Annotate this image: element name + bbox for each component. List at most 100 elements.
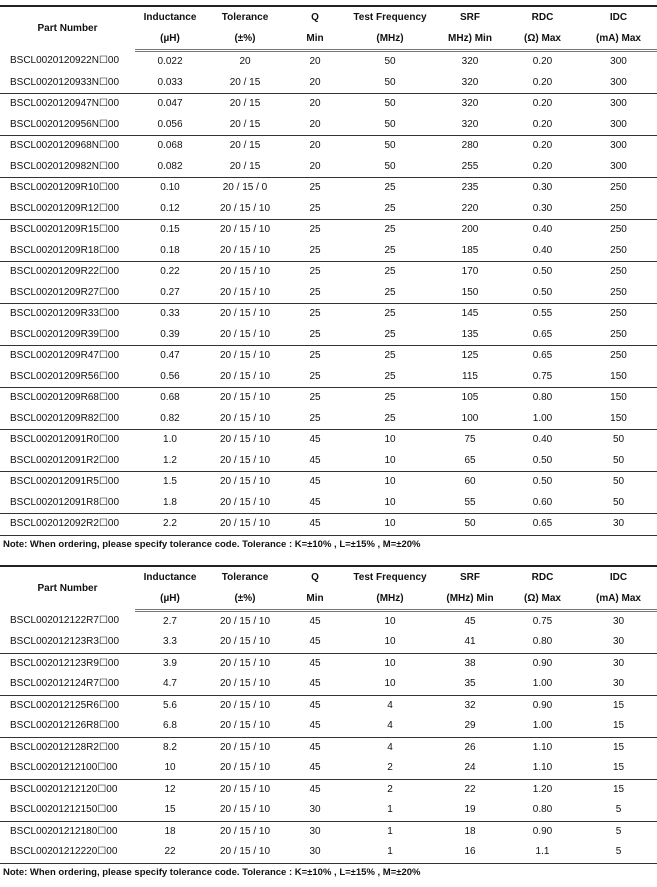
cell-part-number: BSCL00201209R68☐00 (0, 387, 135, 409)
table-row: BSCL002012091R2☐00 1.2 20 / 15 / 10 45 10 65 0… (0, 451, 657, 472)
cell-inductance: 0.10 (135, 177, 205, 199)
table-row: BSCL00201212120☐00 12 20 / 15 / 10 45 2 22 1.2… (0, 778, 657, 800)
table-row: BSCL00201209R27☐00 0.27 20 / 15 / 10 25 25 15… (0, 283, 657, 304)
cell-rdc: 0.90 (505, 694, 580, 716)
header-test-frequency-unit: (MHz) (345, 587, 435, 612)
table-row: BSCL00201209R22☐00 0.22 20 / 15 / 10 25 25 17… (0, 261, 657, 283)
cell-q-min: 45 (285, 778, 345, 800)
cell-inductance: 1.0 (135, 429, 205, 451)
cell-q-min: 45 (309, 636, 321, 647)
cell-idc: 50 (580, 429, 657, 451)
cell-inductance: 0.068 (135, 135, 205, 157)
cell-q-min: 25 (309, 202, 321, 214)
table-row: BSCL00201209R56☐00 0.56 20 / 15 / 10 25 25 11… (0, 367, 657, 388)
cell-idc: 150 (610, 370, 627, 382)
cell-idc: 30 (612, 615, 625, 627)
table-row: BSCL002012091R0☐00 1.0 20 / 15 / 10 45 10 75 0… (0, 429, 657, 451)
cell-tolerance: 20 / 15 (229, 118, 261, 130)
cell-part-number: BSCL0020120922N☐00 (10, 55, 120, 67)
cell-inductance: 0.82 (160, 412, 180, 424)
cell-test-frequency: 25 (345, 303, 435, 325)
cell-tolerance: 20 / 15 (205, 93, 285, 115)
cell-part-number: BSCL00201212100☐00 (10, 762, 118, 773)
cell-q-min: 30 (285, 842, 345, 864)
cell-srf: 18 (435, 820, 505, 842)
cell-inductance: 0.22 (135, 261, 205, 283)
table-row: BSCL002012128R2☐00 8.2 20 / 15 / 10 45 4 26 1.… (0, 736, 657, 758)
cell-tolerance: 20 / 15 / 10 (219, 636, 271, 647)
table-row: BSCL0020120922N☐00 0.022 20 20 50 320 0.20 300 (0, 51, 657, 73)
cell-inductance: 1.5 (135, 471, 205, 493)
table-row: BSCL002012092R2☐00 2.2 20 / 15 / 10 45 10 50 0… (0, 513, 657, 536)
table-row: BSCL0020120933N☐00 0.033 20 / 15 20 50 320 0.2… (0, 73, 657, 94)
header-inductance: Inductance (135, 564, 205, 588)
header-inductance-unit: (µH) (135, 587, 205, 612)
cell-tolerance: 20 / 15 / 0 (205, 177, 285, 199)
cell-test-frequency: 1 (345, 820, 435, 842)
cell-inductance: 0.27 (160, 286, 180, 298)
cell-idc: 250 (610, 286, 627, 298)
cell-rdc: 0.80 (505, 387, 580, 409)
cell-inductance: 0.18 (160, 244, 180, 256)
cell-tolerance: 20 / 15 / 10 (205, 736, 285, 758)
cell-rdc: 0.40 (532, 244, 553, 256)
cell-rdc: 0.30 (505, 177, 580, 199)
cell-tolerance: 20 / 15 / 10 (205, 471, 285, 493)
table-row: BSCL00201209R10☐00 0.10 20 / 15 / 0 25 25 235… (0, 177, 657, 199)
header-test-frequency-unit: (MHz) (345, 28, 435, 52)
cell-q-min: 25 (309, 328, 321, 340)
cell-srf: 200 (435, 219, 505, 241)
cell-part-number: BSCL00201212220☐00 (0, 842, 135, 864)
cell-test-frequency: 50 (345, 135, 435, 157)
cell-rdc: 1.00 (532, 412, 553, 424)
header-srf: SRF (435, 5, 505, 28)
cell-part-number: BSCL00201212120☐00 (0, 778, 135, 800)
header-q: Q (285, 5, 345, 28)
cell-part-number: BSCL002012091R5☐00 (0, 471, 135, 493)
cell-inductance: 5.6 (135, 694, 205, 716)
cell-rdc: 0.30 (532, 202, 553, 214)
cell-inductance: 4.7 (163, 678, 177, 689)
cell-rdc: 0.75 (532, 615, 553, 627)
cell-srf: 29 (464, 720, 476, 731)
cell-q-min: 45 (309, 762, 321, 773)
cell-test-frequency: 25 (345, 261, 435, 283)
cell-idc: 300 (580, 135, 657, 157)
cell-q-min: 25 (309, 412, 321, 424)
cell-tolerance: 20 / 15 / 10 (219, 244, 271, 256)
header-tolerance: Tolerance (205, 5, 285, 28)
cell-idc: 50 (612, 454, 625, 466)
cell-rdc: 1.10 (505, 736, 580, 758)
cell-rdc: 0.50 (532, 454, 553, 466)
cell-srf: 320 (435, 93, 505, 115)
cell-q-min: 45 (285, 471, 345, 493)
cell-idc: 5 (580, 820, 657, 842)
table-row: BSCL00201209R12☐00 0.12 20 / 15 / 10 25 25 22… (0, 199, 657, 220)
cell-part-number: BSCL002012124R7☐00 (10, 678, 120, 689)
cell-srf: 220 (461, 202, 479, 214)
header-rdc-unit: (Ω) Max (505, 587, 580, 612)
cell-part-number: BSCL00201209R39☐00 (10, 328, 120, 340)
cell-part-number: BSCL0020120968N☐00 (0, 135, 135, 157)
cell-tolerance: 20 / 15 / 10 (219, 678, 271, 689)
cell-inductance: 0.68 (135, 387, 205, 409)
cell-part-number: BSCL00201212150☐00 (10, 804, 118, 815)
ordering-note: Note: When ordering, please specify tole… (3, 866, 421, 878)
cell-srf: 45 (464, 615, 476, 627)
cell-inductance: 0.056 (157, 118, 183, 130)
cell-inductance: 15 (164, 804, 176, 815)
cell-rdc: 0.40 (505, 429, 580, 451)
cell-idc: 250 (580, 177, 657, 199)
cell-rdc: 0.20 (532, 56, 553, 67)
cell-srf: 105 (435, 387, 505, 409)
cell-idc: 300 (610, 76, 627, 88)
cell-srf: 55 (464, 496, 476, 508)
cell-rdc: 1.00 (532, 678, 553, 689)
cell-inductance: 8.2 (135, 736, 205, 758)
cell-rdc: 0.65 (505, 513, 580, 536)
cell-idc: 5 (615, 804, 622, 815)
table-row: BSCL0020120982N☐00 0.082 20 / 15 20 50 255 0.2… (0, 157, 657, 178)
cell-test-frequency: 50 (384, 56, 396, 67)
cell-part-number: BSCL00201209R47☐00 (0, 345, 135, 367)
